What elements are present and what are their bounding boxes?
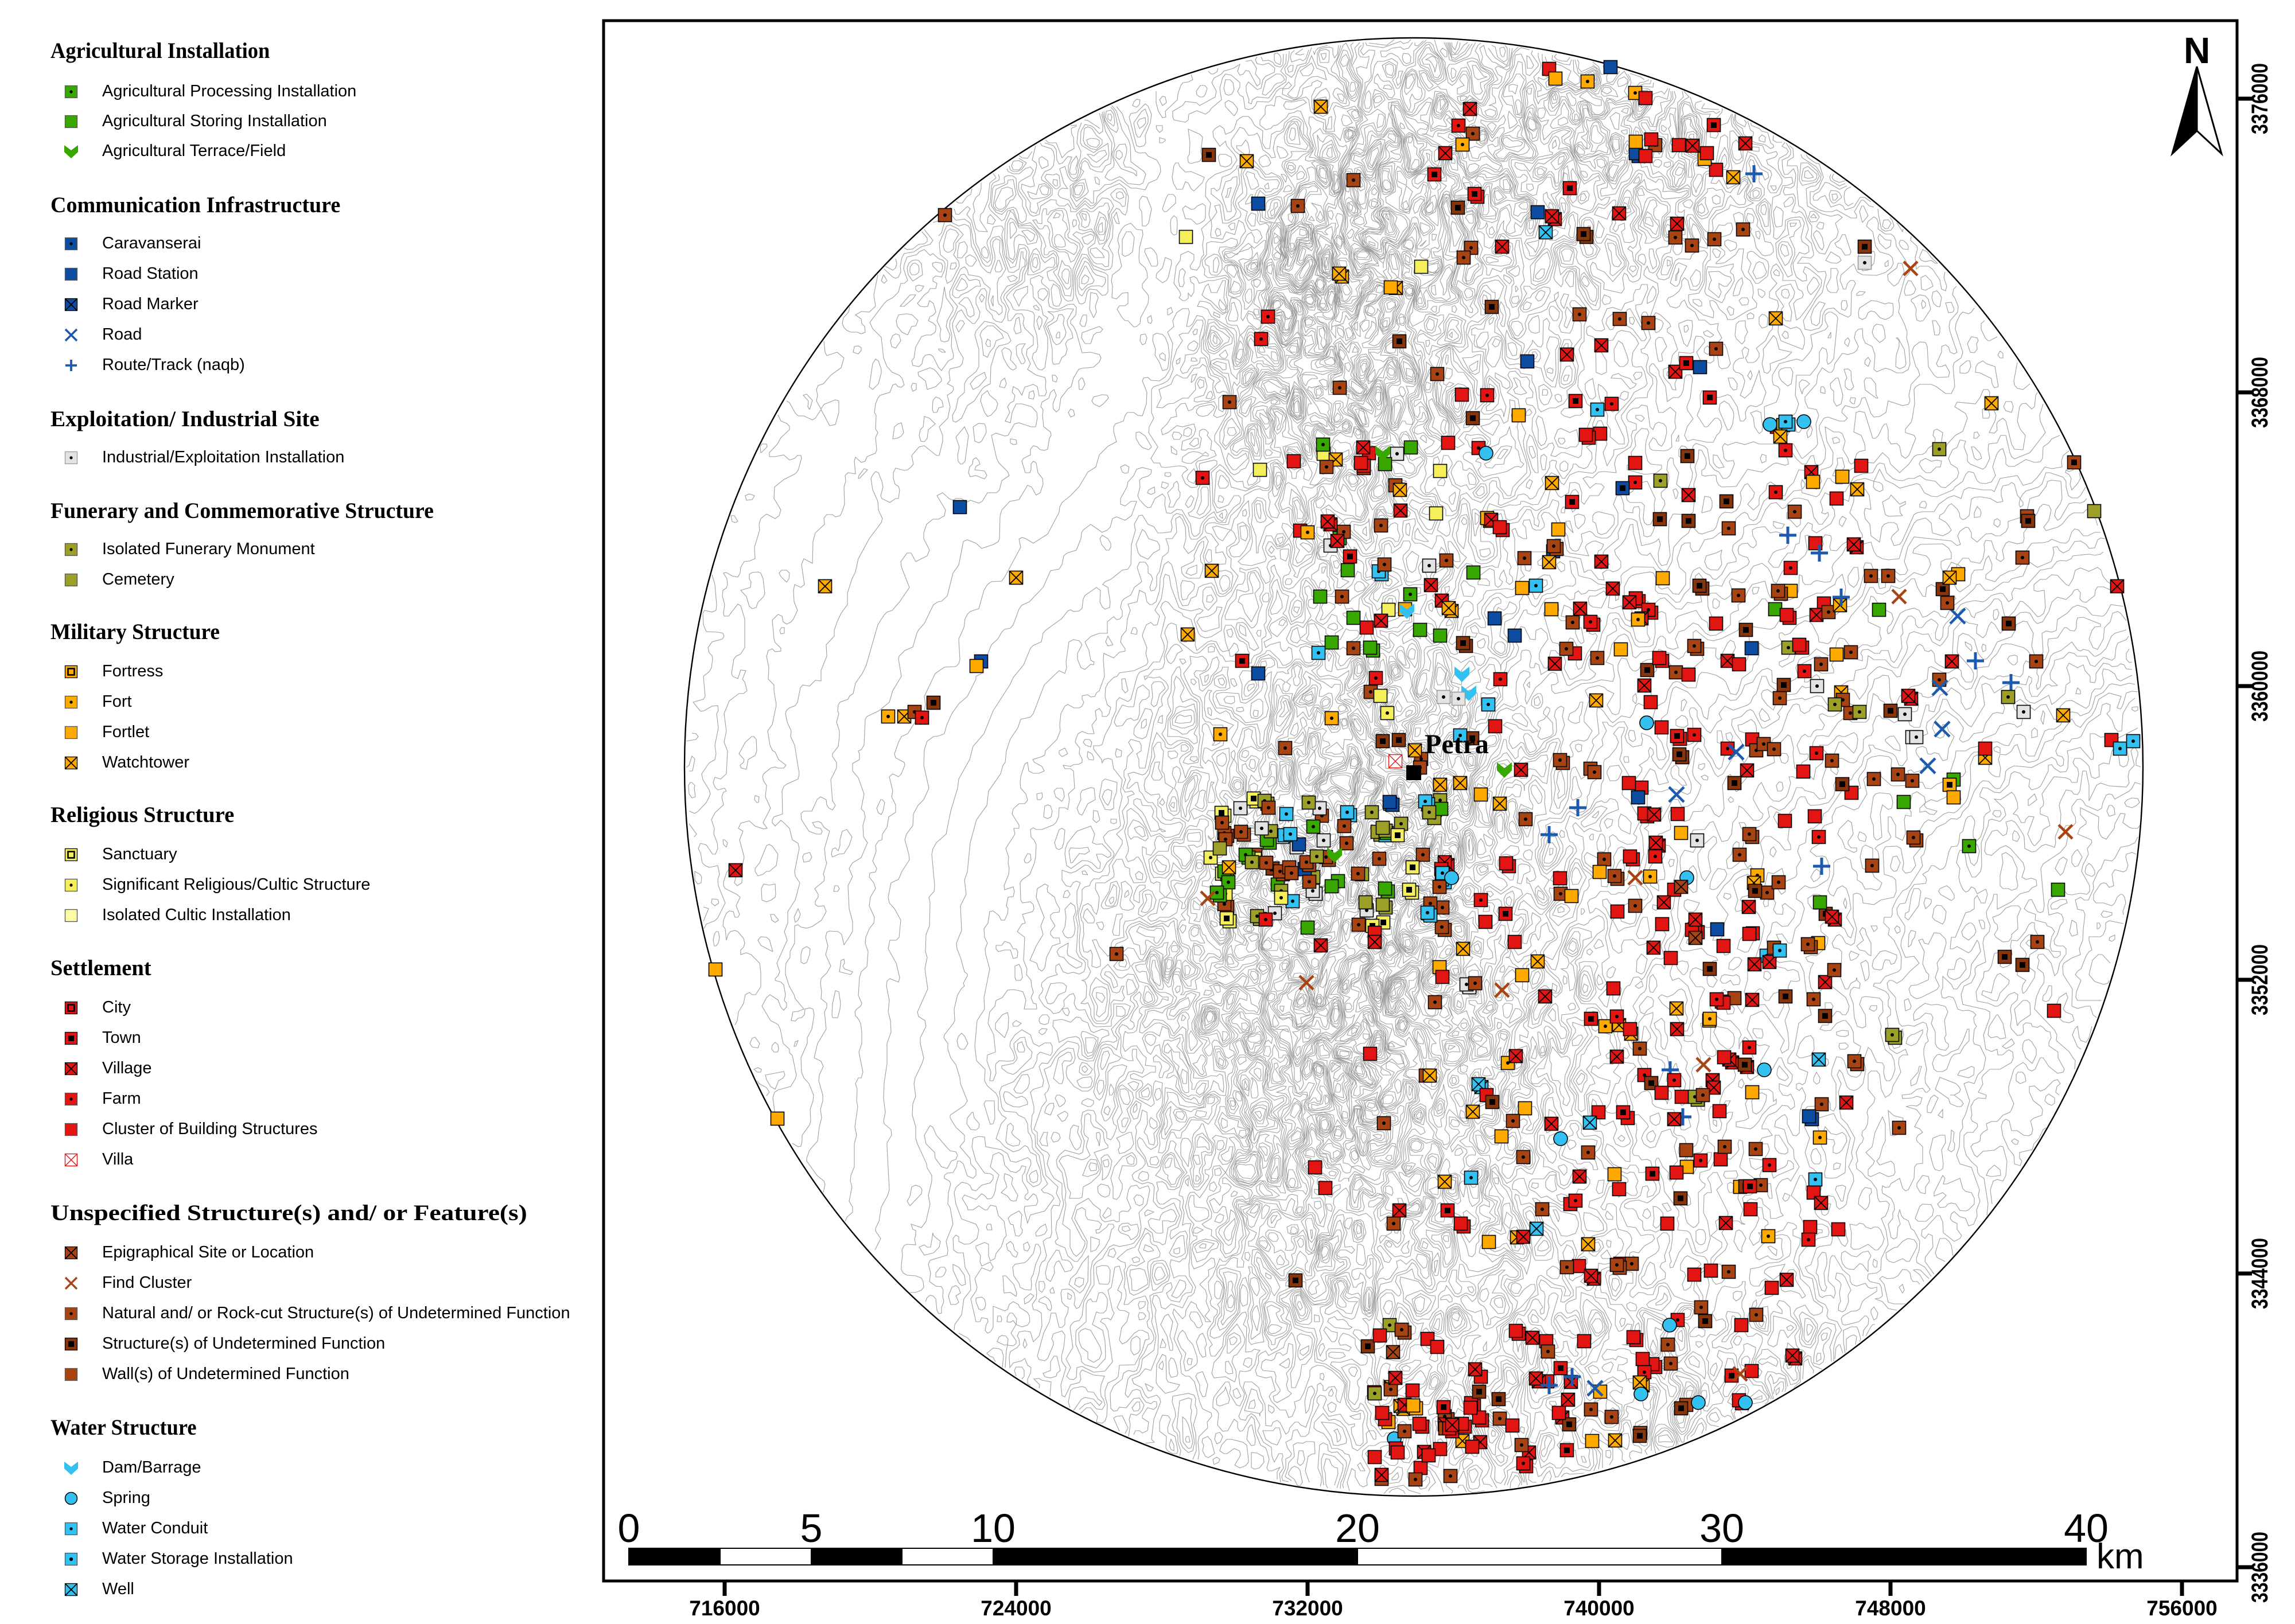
svg-text:Petra: Petra xyxy=(1425,729,1489,760)
svg-text:km: km xyxy=(2096,1537,2144,1576)
svg-text:3344000: 3344000 xyxy=(2247,1238,2273,1309)
svg-text:3368000: 3368000 xyxy=(2247,357,2273,428)
svg-text:30: 30 xyxy=(1699,1506,1744,1551)
svg-text:N: N xyxy=(2184,30,2210,71)
svg-text:748000: 748000 xyxy=(1855,1596,1926,1620)
svg-text:10: 10 xyxy=(971,1506,1016,1551)
svg-text:724000: 724000 xyxy=(981,1596,1051,1620)
svg-text:3360000: 3360000 xyxy=(2247,651,2273,722)
svg-text:20: 20 xyxy=(1335,1506,1380,1551)
svg-text:732000: 732000 xyxy=(1272,1596,1343,1620)
svg-text:3376000: 3376000 xyxy=(2247,63,2273,134)
svg-text:5: 5 xyxy=(800,1506,823,1551)
svg-text:756000: 756000 xyxy=(2146,1596,2217,1620)
svg-text:3352000: 3352000 xyxy=(2247,944,2273,1015)
svg-text:40: 40 xyxy=(2064,1506,2109,1551)
svg-text:716000: 716000 xyxy=(689,1596,760,1620)
svg-text:3336000: 3336000 xyxy=(2247,1532,2273,1603)
svg-text:740000: 740000 xyxy=(1563,1596,1634,1620)
svg-text:0: 0 xyxy=(618,1506,640,1551)
